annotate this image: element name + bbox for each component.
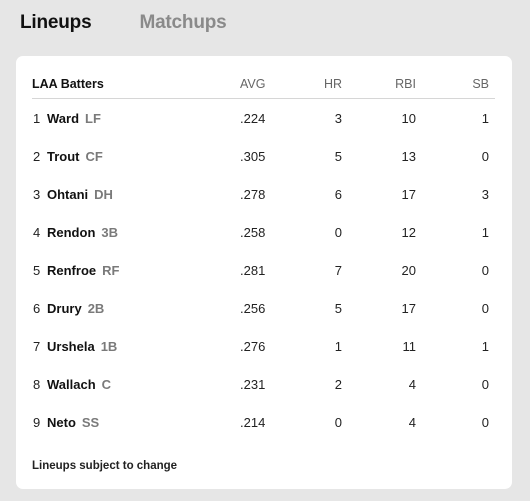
player-position: 2B — [87, 301, 105, 316]
player-name-text[interactable]: Ward — [47, 111, 80, 126]
batting-order: 4 — [33, 225, 41, 240]
batting-order: 2 — [33, 149, 41, 164]
stat-avg: .258 — [240, 225, 266, 240]
stat-avg: .231 — [240, 377, 266, 392]
stat-rbi: 17 — [401, 301, 416, 316]
stat-avg: .224 — [240, 111, 266, 126]
tab-matchups[interactable]: Matchups — [139, 12, 227, 33]
stat-avg: .281 — [240, 263, 266, 278]
table-row[interactable]: 1 Ward LF .224 3 10 1 — [32, 109, 495, 129]
stat-hr: 0 — [334, 415, 342, 430]
player-name-text[interactable]: Drury — [47, 301, 82, 316]
column-header-rbi[interactable]: RBI — [395, 77, 416, 91]
player-name[interactable]: Wallach C — [47, 375, 111, 395]
table-row[interactable]: 9 Neto SS .214 0 4 0 — [32, 413, 495, 433]
player-position: SS — [81, 415, 100, 430]
batting-order: 9 — [33, 415, 41, 430]
stat-sb: 0 — [481, 415, 489, 430]
stat-rbi: 12 — [401, 225, 416, 240]
stat-sb: 0 — [481, 301, 489, 316]
table-row[interactable]: 8 Wallach C .231 2 4 0 — [32, 375, 495, 395]
player-name[interactable]: Neto SS — [47, 413, 99, 433]
stat-avg: .278 — [240, 187, 266, 202]
table-row[interactable]: 4 Rendon 3B .258 0 12 1 — [32, 223, 495, 243]
stat-hr: 5 — [334, 301, 342, 316]
player-position: DH — [94, 187, 113, 202]
stat-rbi: 17 — [401, 187, 416, 202]
stat-rbi: 20 — [401, 263, 416, 278]
player-position: 1B — [100, 339, 118, 354]
table-row[interactable]: 3 Ohtani DH .278 6 17 3 — [32, 185, 495, 205]
stat-hr: 0 — [334, 225, 342, 240]
player-position: CF — [85, 149, 103, 164]
table-row[interactable]: 5 Renfroe RF .281 7 20 0 — [32, 261, 495, 281]
stat-sb: 0 — [481, 263, 489, 278]
table-row[interactable]: 6 Drury 2B .256 5 17 0 — [32, 299, 495, 319]
stat-rbi: 11 — [402, 339, 417, 354]
player-name-text[interactable]: Ohtani — [47, 187, 89, 202]
player-name[interactable]: Drury 2B — [47, 299, 104, 319]
stat-sb: 1 — [481, 339, 489, 354]
player-name[interactable]: Ward LF — [47, 109, 101, 129]
team-batters-label: LAA Batters — [32, 77, 104, 91]
stat-sb: 3 — [481, 187, 489, 202]
player-name-text[interactable]: Rendon — [47, 225, 96, 240]
stat-rbi: 13 — [401, 149, 416, 164]
stat-avg: .276 — [240, 339, 266, 354]
player-name[interactable]: Trout CF — [47, 147, 103, 167]
table-row[interactable]: 7 Urshela 1B .276 1 11 1 — [32, 337, 495, 357]
column-header-avg[interactable]: AVG — [240, 77, 266, 91]
lineup-card: LAA Batters AVG HR RBI SB 1 Ward LF .224 3 10… — [16, 56, 512, 489]
tab-lineups[interactable]: Lineups — [20, 12, 92, 33]
player-name[interactable]: Renfroe RF — [47, 261, 119, 281]
player-name-text[interactable]: Wallach — [47, 377, 96, 392]
stat-avg: .305 — [240, 149, 266, 164]
lineup-disclaimer: Lineups subject to change — [32, 460, 178, 472]
stat-avg: .256 — [240, 301, 266, 316]
player-name-text[interactable]: Renfroe — [47, 263, 97, 278]
player-position: RF — [102, 263, 120, 278]
stat-hr: 6 — [334, 187, 342, 202]
batting-order: 3 — [33, 187, 41, 202]
column-header-hr[interactable]: HR — [323, 77, 342, 91]
stat-rbi: 4 — [408, 377, 416, 392]
stat-rbi: 10 — [401, 111, 416, 126]
player-name-text[interactable]: Trout — [47, 149, 80, 164]
stat-hr: 2 — [334, 377, 342, 392]
batting-order: 5 — [33, 263, 41, 278]
table-header: LAA Batters AVG HR RBI SB — [32, 74, 495, 99]
stat-hr: 5 — [334, 149, 342, 164]
player-name-text[interactable]: Urshela — [47, 339, 95, 354]
batting-order: 1 — [33, 111, 41, 126]
player-position: LF — [85, 111, 101, 126]
stat-hr: 1 — [334, 339, 342, 354]
view-tabs: Lineups Matchups — [20, 10, 227, 36]
stat-sb: 0 — [481, 377, 489, 392]
batting-order: 6 — [33, 301, 41, 316]
stat-rbi: 4 — [408, 415, 416, 430]
stat-sb: 1 — [481, 225, 489, 240]
batting-order: 8 — [33, 377, 41, 392]
stat-sb: 0 — [481, 149, 489, 164]
player-position: C — [101, 377, 112, 392]
column-header-sb[interactable]: SB — [472, 77, 489, 91]
player-name[interactable]: Rendon 3B — [47, 223, 118, 243]
player-name[interactable]: Ohtani DH — [47, 185, 113, 205]
stat-sb: 1 — [481, 111, 489, 126]
stat-avg: .214 — [240, 415, 266, 430]
player-name[interactable]: Urshela 1B — [47, 337, 117, 357]
player-position: 3B — [101, 225, 119, 240]
batting-order: 7 — [33, 339, 41, 354]
table-row[interactable]: 2 Trout CF .305 5 13 0 — [32, 147, 495, 167]
stat-hr: 3 — [334, 111, 342, 126]
player-name-text[interactable]: Neto — [47, 415, 76, 430]
stat-hr: 7 — [334, 263, 342, 278]
